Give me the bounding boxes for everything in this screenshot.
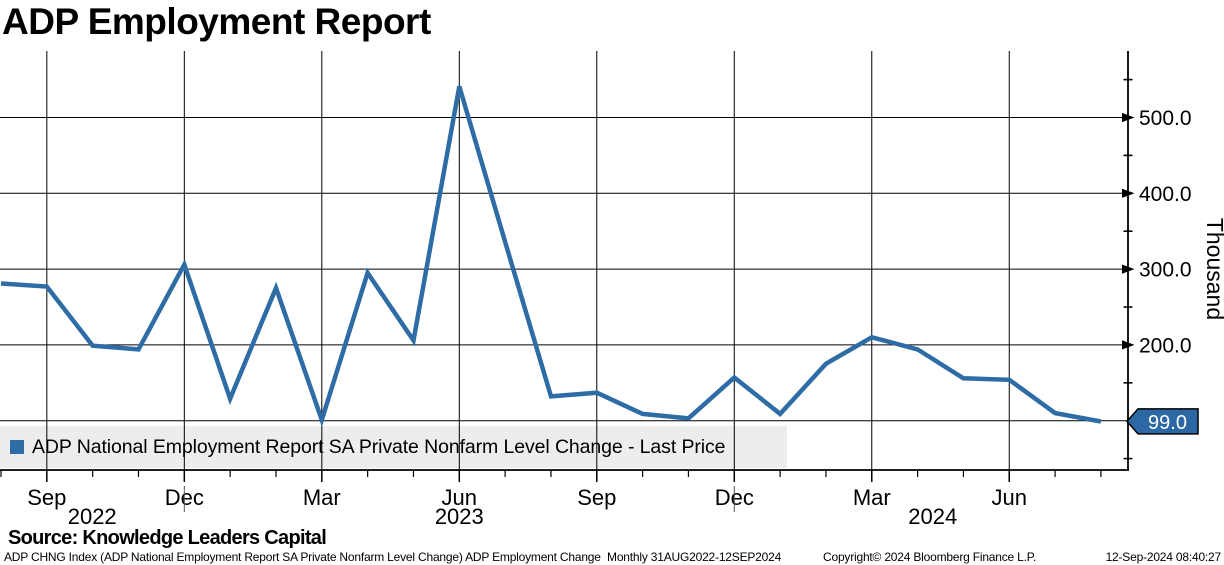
y-tick-label: 400.0: [1139, 183, 1192, 206]
y-tick-arrow-icon: [1122, 188, 1135, 198]
y-tick-label: 500.0: [1139, 107, 1192, 130]
year-label: 2024: [908, 504, 957, 529]
month-label: Mar: [303, 485, 341, 510]
footer-copyright: Copyright© 2024 Bloomberg Finance L.P.: [823, 550, 1037, 564]
chart-title: ADP Employment Report: [2, 1, 431, 42]
month-label: Sep: [27, 485, 66, 510]
month-label: Jun: [442, 485, 477, 510]
legend-series-label: ADP National Employment Report SA Privat…: [32, 435, 726, 458]
footer-timestamp: 12-Sep-2024 08:40:27: [1105, 550, 1222, 564]
price-line[interactable]: [0, 85, 1102, 428]
last-price-label: 99.0: [1148, 412, 1187, 434]
year-label: 2022: [68, 504, 117, 529]
legend-series-swatch-icon: [10, 440, 24, 454]
y-axis-unit-label: Thousand: [1202, 218, 1224, 320]
source-caption: Source: Knowledge Leaders Capital: [8, 527, 327, 549]
month-label: Mar: [853, 485, 891, 510]
y-tick-arrow-icon: [1122, 264, 1135, 274]
month-label: Sep: [577, 485, 616, 510]
footer-index-description: ADP CHNG Index (ADP National Employment …: [4, 550, 782, 564]
y-tick-label: 300.0: [1139, 259, 1192, 282]
last-price-tag: [1126, 408, 1199, 435]
legend: ADP National Employment Report SA Privat…: [0, 426, 787, 468]
y-tick-arrow-icon: [1122, 112, 1135, 123]
year-label: 2023: [435, 504, 484, 529]
y-tick-label: 200.0: [1139, 334, 1192, 357]
month-label: Jun: [992, 485, 1027, 510]
y-tick-arrow-icon: [1122, 340, 1135, 350]
legend-bg: [0, 426, 787, 468]
